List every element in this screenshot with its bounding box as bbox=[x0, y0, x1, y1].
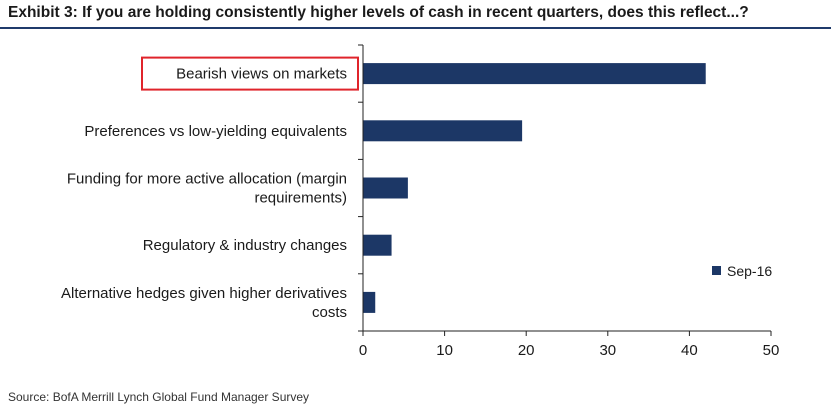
x-tick-label-5: 50 bbox=[763, 342, 780, 359]
legend-label: Sep-16 bbox=[727, 263, 772, 279]
x-tick-label-3: 30 bbox=[599, 342, 616, 359]
category-label-4-line-1: costs bbox=[312, 304, 347, 321]
source-note: Source: BofA Merrill Lynch Global Fund M… bbox=[8, 390, 310, 404]
title-divider bbox=[0, 27, 831, 29]
bar-3 bbox=[363, 234, 392, 256]
x-tick-label-0: 0 bbox=[359, 342, 367, 359]
category-label-1: Preferences vs low-yielding equivalents bbox=[84, 123, 347, 140]
bar-2 bbox=[363, 177, 408, 199]
x-tick-label-4: 40 bbox=[681, 342, 698, 359]
bar-0 bbox=[363, 63, 706, 85]
highlight-box bbox=[141, 56, 359, 91]
category-label-2-line-1: requirements) bbox=[254, 190, 347, 207]
category-label-0: Bearish views on markets bbox=[176, 66, 347, 83]
category-label-4-line-0: Alternative hedges given higher derivati… bbox=[61, 285, 347, 302]
category-label-3: Regulatory & industry changes bbox=[143, 237, 347, 254]
x-tick-label-2: 20 bbox=[518, 342, 535, 359]
bar-1 bbox=[363, 120, 523, 142]
exhibit-title: Exhibit 3: If you are holding consistent… bbox=[8, 4, 749, 21]
x-tick-label-1: 10 bbox=[436, 342, 453, 359]
legend-swatch bbox=[712, 266, 721, 275]
category-label-2-line-0: Funding for more active allocation (marg… bbox=[67, 171, 347, 188]
bar-4 bbox=[363, 291, 376, 313]
